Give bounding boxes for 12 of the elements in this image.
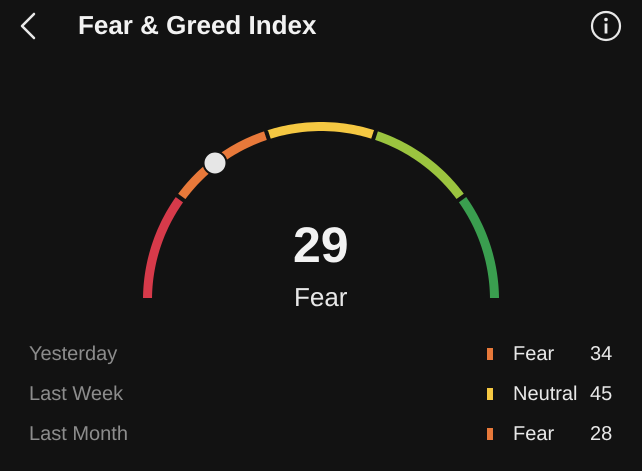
text: Last Week — [29, 383, 124, 405]
text: Fear — [294, 282, 348, 312]
text: Last Month — [29, 423, 128, 445]
text: Fear — [513, 343, 554, 365]
text: Neutral — [513, 383, 578, 405]
chart-title: Fear & Greed Index — [78, 10, 317, 40]
text: 29 — [293, 217, 349, 273]
text: 34 — [590, 343, 612, 365]
text: Yesterday — [29, 343, 118, 365]
text: 28 — [590, 423, 612, 445]
text: 45 — [590, 383, 612, 405]
text: Fear — [513, 423, 554, 445]
